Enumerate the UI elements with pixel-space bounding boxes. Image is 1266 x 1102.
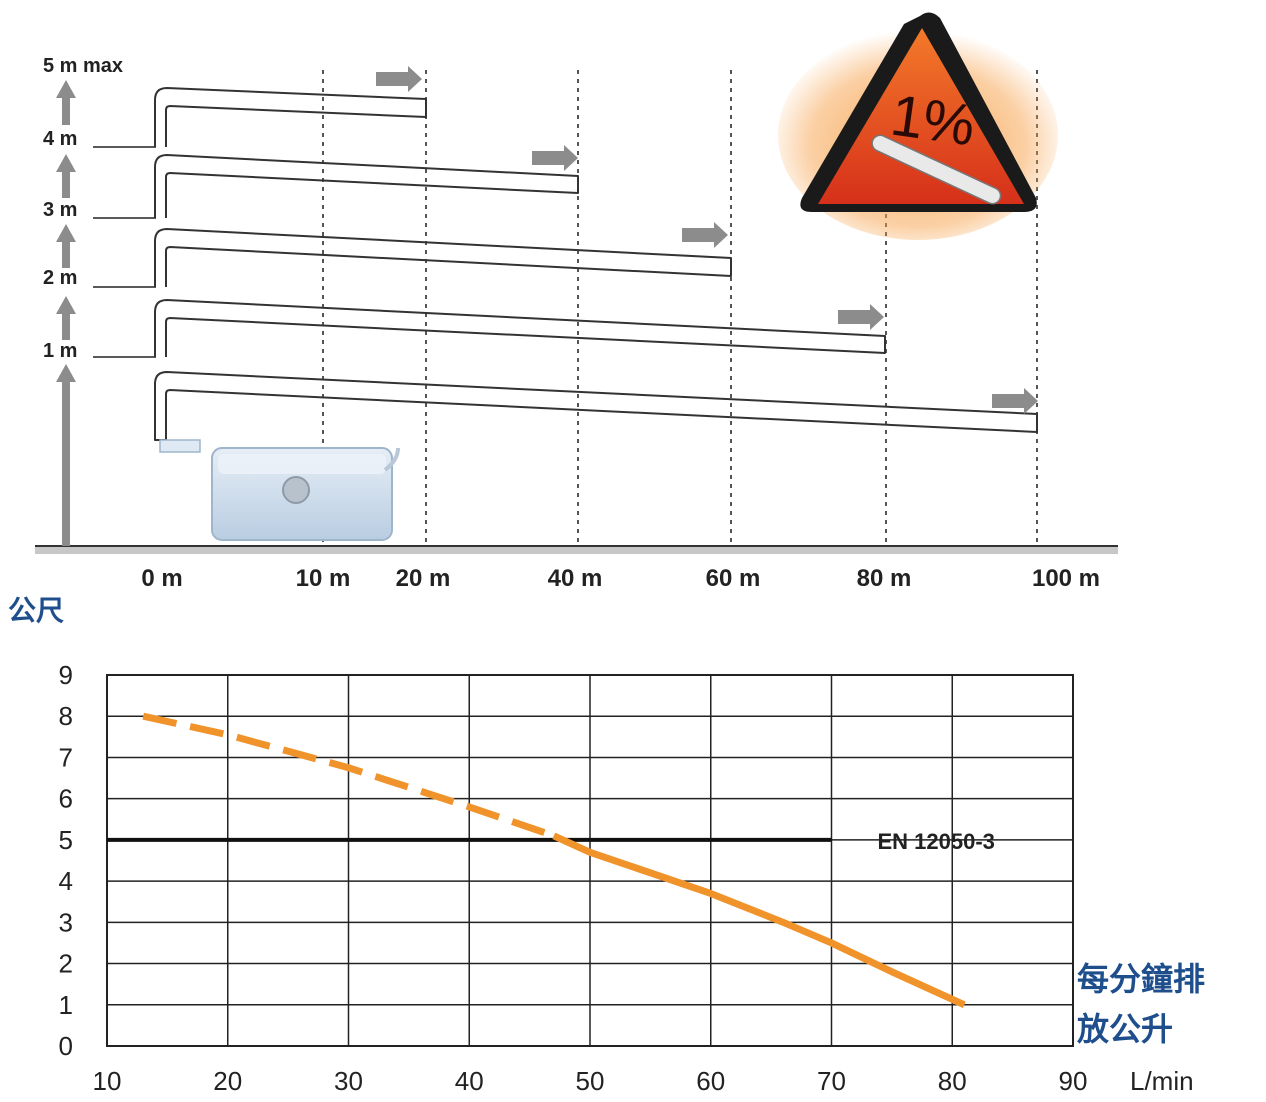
pump-unit-illustration (159, 439, 400, 541)
reference-line-label: EN 12050-3 (878, 829, 995, 854)
outflow-arrow-40m (532, 145, 578, 171)
distance-label-80m: 80 m (857, 565, 912, 592)
x-axis-label-line1: 每分鐘排 (1077, 960, 1205, 998)
y-tick-labels: 0 1 2 3 4 5 6 7 8 9 (59, 660, 73, 1061)
slope-warning-triangle: 1% (778, 12, 1058, 240)
pump-curve-solid (552, 832, 966, 1008)
pipe-route-5m-20m (154, 87, 427, 147)
chart-grid (106, 674, 1074, 1047)
height-label-4m: 4 m (43, 128, 77, 150)
x-tick-label: 70 (817, 1066, 846, 1096)
plot-frame (106, 674, 1074, 1047)
x-tick-label: 60 (696, 1066, 725, 1096)
height-leader-lines (93, 146, 156, 358)
y-axis-unit-label: 公尺 (8, 594, 64, 627)
y-tick-label: 8 (59, 701, 73, 731)
outflow-arrow-100m (992, 388, 1038, 414)
y-tick-label: 1 (59, 990, 73, 1020)
pipe-routes (154, 87, 1038, 441)
x-tick-label: 90 (1059, 1066, 1088, 1096)
y-tick-label: 2 (59, 949, 73, 979)
reference-line-group: EN 12050-3 (107, 829, 995, 854)
x-tick-label: 10 (93, 1066, 122, 1096)
pipe-route-2m-80m (154, 299, 886, 357)
x-tick-label: 50 (576, 1066, 605, 1096)
outflow-arrow-60m (682, 222, 728, 248)
distance-label-20m: 20 m (396, 565, 451, 592)
slope-pipe-icon (871, 134, 1002, 205)
outflow-arrow-20m (376, 66, 422, 92)
pipe-route-3m-60m (154, 228, 732, 287)
pump-curve-dashed (142, 712, 555, 840)
x-axis-unit: L/min (1130, 1066, 1194, 1096)
distance-label-100m: 100 m (1032, 565, 1100, 592)
outflow-arrows (376, 66, 1038, 414)
distance-label-40m: 40 m (548, 565, 603, 592)
height-label-5m: 5 m max (43, 55, 123, 77)
distance-label-10m: 10 m (296, 565, 351, 592)
x-axis-label-line2: 放公升 (1077, 1010, 1173, 1048)
x-tick-label: 20 (213, 1066, 242, 1096)
height-label-2m: 2 m (43, 267, 77, 289)
x-tick-label: 30 (334, 1066, 363, 1096)
x-tick-label: 80 (938, 1066, 967, 1096)
y-tick-label: 7 (59, 742, 73, 772)
y-tick-label: 6 (59, 784, 73, 814)
pipe-route-1m-100m (154, 371, 1038, 441)
y-tick-label: 9 (59, 660, 73, 690)
distance-label-0m: 0 m (141, 565, 182, 592)
x-tick-label: 40 (455, 1066, 484, 1096)
chart-curves (142, 712, 966, 1008)
pipe-route-4m-40m (154, 154, 579, 218)
ground (35, 545, 1118, 554)
outflow-arrow-80m (838, 304, 884, 330)
y-tick-label: 0 (59, 1031, 73, 1061)
y-tick-label: 5 (59, 825, 73, 855)
y-tick-label: 3 (59, 907, 73, 937)
height-arrow-column (56, 80, 76, 546)
y-tick-label: 4 (59, 866, 73, 896)
x-tick-labels: 10 20 30 40 50 60 70 80 90 (93, 1066, 1088, 1096)
distance-label-60m: 60 m (706, 565, 761, 592)
installation-diagram: 5 m max 4 m 3 m 2 m 1 m (8, 12, 1118, 627)
height-label-1m: 1 m (43, 340, 77, 362)
height-label-3m: 3 m (43, 199, 77, 221)
